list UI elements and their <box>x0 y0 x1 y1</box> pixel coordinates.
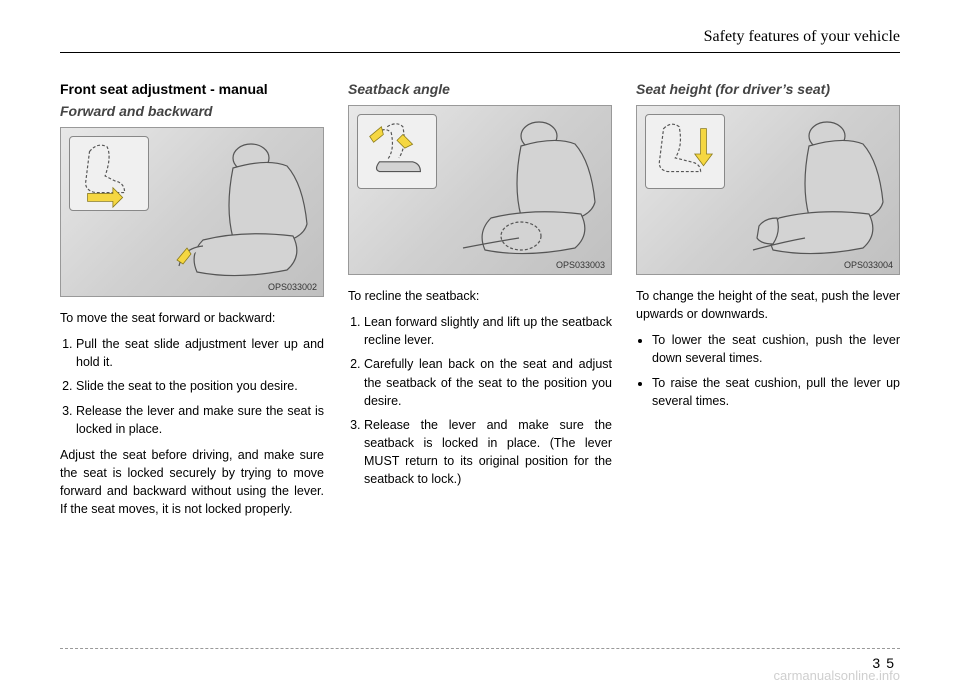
figure-inset <box>357 114 437 189</box>
list-item: To lower the seat cushion, push the leve… <box>652 331 900 367</box>
figure-forward-backward: OPS033002 <box>60 127 324 297</box>
figure-id: OPS033002 <box>268 282 317 292</box>
column-1: Front seat adjustment - manual Forward a… <box>60 81 324 526</box>
inset-svg <box>70 137 148 210</box>
col1-outro: Adjust the seat before driving, and make… <box>60 446 324 519</box>
list-item: Slide the seat to the position you desir… <box>76 377 324 395</box>
seat-illustration <box>749 118 889 263</box>
figure-id: OPS033004 <box>844 260 893 270</box>
col3-bullets: To lower the seat cushion, push the leve… <box>636 331 900 410</box>
col3-subheading: Seat height (for driver’s seat) <box>636 81 900 97</box>
watermark: carmanualsonline.info <box>774 668 900 683</box>
content-columns: Front seat adjustment - manual Forward a… <box>60 81 900 526</box>
figure-seat-height: OPS033004 <box>636 105 900 275</box>
list-item: Pull the seat slide adjustment lever up … <box>76 335 324 371</box>
col2-subheading: Seatback angle <box>348 81 612 97</box>
page-header: Safety features of your vehicle <box>60 28 900 53</box>
seat-illustration <box>461 118 601 263</box>
column-3: Seat height (for driver’s seat) <box>636 81 900 526</box>
col1-body: To move the seat forward or backward: Pu… <box>60 309 324 518</box>
figure-id: OPS033003 <box>556 260 605 270</box>
list-item: Lean forward slightly and lift up the se… <box>364 313 612 349</box>
list-item: To raise the seat cushion, pull the leve… <box>652 374 900 410</box>
col2-steps: Lean forward slightly and lift up the se… <box>348 313 612 488</box>
col2-intro: To recline the seatback: <box>348 287 612 305</box>
col1-steps: Pull the seat slide adjustment lever up … <box>60 335 324 438</box>
col1-intro: To move the seat forward or backward: <box>60 309 324 327</box>
col1-heading: Front seat adjustment - manual <box>60 81 324 97</box>
figure-inset <box>69 136 149 211</box>
manual-page: Safety features of your vehicle Front se… <box>0 0 960 689</box>
col3-intro: To change the height of the seat, push t… <box>636 287 900 323</box>
list-item: Release the lever and make sure the seat… <box>76 402 324 438</box>
figure-inset <box>645 114 725 189</box>
figure-seatback-angle: OPS033003 <box>348 105 612 275</box>
list-item: Carefully lean back on the seat and adju… <box>364 355 612 409</box>
col2-body: To recline the seatback: Lean forward sl… <box>348 287 612 488</box>
col1-subheading: Forward and backward <box>60 103 324 119</box>
column-2: Seatback angle <box>348 81 612 526</box>
list-item: Release the lever and make sure the seat… <box>364 416 612 489</box>
seat-illustration <box>173 140 313 285</box>
header-title: Safety features of your vehicle <box>60 28 900 46</box>
col3-body: To change the height of the seat, push t… <box>636 287 900 410</box>
